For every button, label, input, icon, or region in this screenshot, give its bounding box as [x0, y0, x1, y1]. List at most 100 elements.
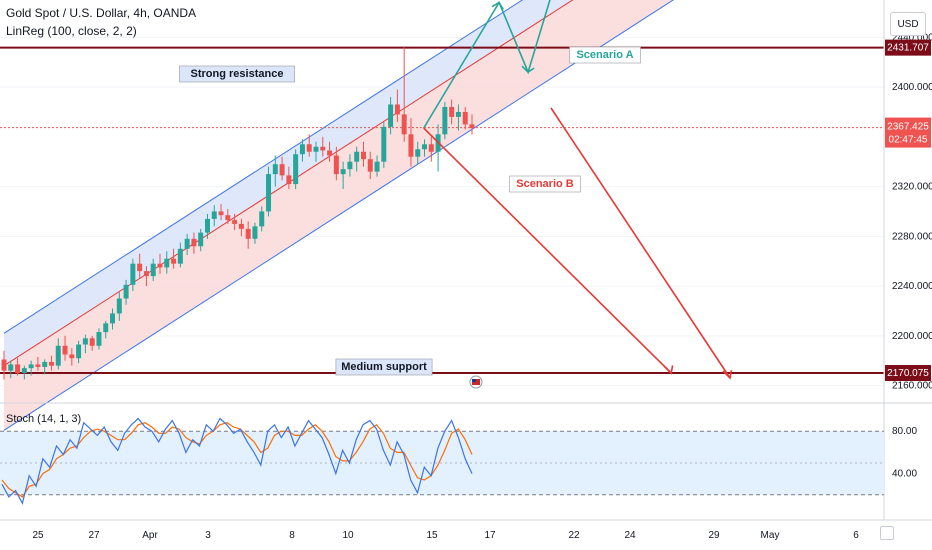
candle [455, 104, 461, 131]
stoch-tick-label: 40.00 [892, 469, 917, 480]
settings-square-icon[interactable] [880, 526, 894, 540]
candle [42, 359, 48, 375]
candle [82, 334, 88, 354]
resistance-label: Strong resistance [179, 65, 295, 83]
candle-body [69, 354, 75, 359]
stoch-k-line [1, 417, 473, 505]
candle [442, 101, 448, 140]
price-tick-label: 2440.000 [892, 32, 932, 43]
candle [28, 360, 34, 376]
time-tick-label: 29 [708, 530, 720, 541]
candle [259, 206, 265, 232]
scenario-a-arrowhead [491, 1, 504, 10]
candle [388, 97, 394, 135]
candle [1, 350, 7, 380]
time-tick-label: 15 [426, 530, 438, 541]
candle-body [340, 169, 346, 175]
candle-body [422, 144, 428, 150]
candle-body [171, 258, 177, 264]
candle [143, 266, 149, 287]
candle-body [137, 263, 143, 272]
candle-body [333, 155, 339, 175]
time-tick-label: 25 [32, 530, 44, 541]
candle-body [449, 106, 455, 117]
candle [333, 146, 339, 181]
candle-body [327, 150, 333, 156]
candle [415, 141, 421, 165]
candle [15, 358, 21, 376]
time-tick-label: 27 [88, 530, 100, 541]
resistance-label-box [179, 65, 295, 83]
candle [279, 156, 285, 181]
candle-body [401, 114, 407, 135]
candle-body [42, 361, 48, 367]
candle [130, 258, 136, 292]
candle-body [381, 126, 387, 162]
price-tick-label: 2160.000 [892, 381, 932, 392]
candle-body [442, 106, 448, 135]
candle [347, 154, 353, 177]
channel-upper-line [3, 0, 524, 334]
candle [408, 118, 414, 167]
candle-body [143, 271, 149, 277]
candle-body [191, 238, 197, 247]
price-tick-label: 2280.000 [892, 231, 932, 242]
time-tick-label: May [761, 530, 780, 541]
candle-body [279, 164, 285, 176]
candle [177, 242, 183, 268]
support-label-box [335, 358, 433, 376]
current-price-tag-bg [885, 117, 931, 148]
candle-body [374, 161, 380, 172]
candle-body [218, 211, 224, 216]
candle-body [252, 226, 258, 239]
candle [48, 355, 54, 371]
candle [110, 308, 116, 330]
support-label: Medium support [335, 358, 433, 376]
time-tick-label: 22 [568, 530, 580, 541]
scenario-a-arrowhead-3 [521, 65, 535, 74]
candle [164, 251, 170, 274]
candle-body [455, 111, 461, 117]
candle [238, 218, 244, 237]
candle-body [157, 263, 163, 268]
candle-body [245, 228, 251, 239]
candle [76, 340, 82, 364]
candle-body [360, 151, 366, 160]
candle [225, 208, 231, 224]
candle-body [415, 149, 421, 157]
candle-body [313, 146, 319, 152]
candle-body [259, 211, 265, 227]
candle-body [408, 134, 414, 157]
candle [123, 279, 129, 305]
candle [469, 114, 475, 135]
candle [96, 328, 102, 350]
candle-body [211, 211, 217, 219]
candle [313, 141, 319, 162]
candle [462, 106, 468, 130]
scenario-b-label-text: Scenario B [516, 178, 574, 190]
currency-button[interactable]: USD [890, 12, 926, 36]
scenario-a-path [423, 0, 551, 129]
resistance-label-text: Strong resistance [191, 68, 284, 80]
candle [245, 221, 251, 249]
candle [232, 213, 238, 231]
channel-lower-line [3, 0, 675, 431]
time-tick-label: Apr [142, 530, 158, 541]
resistance-price-tag: 2431.707 [887, 43, 929, 54]
candle [340, 161, 346, 190]
countdown-tag: 02:47:45 [889, 135, 928, 146]
candle [394, 89, 400, 122]
candle [374, 155, 380, 177]
candle-body [428, 144, 434, 152]
current-price-tag: 2367.425 [887, 122, 929, 133]
candle-body [28, 364, 34, 369]
scenario-b-arrowhead [663, 365, 674, 375]
support-price-tag-bg [885, 365, 931, 382]
scenario-a-label: Scenario A [569, 46, 641, 64]
indicator-title: LinReg (100, close, 2, 2) [6, 24, 137, 38]
price-axis-background [884, 0, 932, 550]
candle [171, 248, 177, 269]
candle-body [103, 323, 109, 333]
scenario-a-label-box [569, 46, 641, 64]
